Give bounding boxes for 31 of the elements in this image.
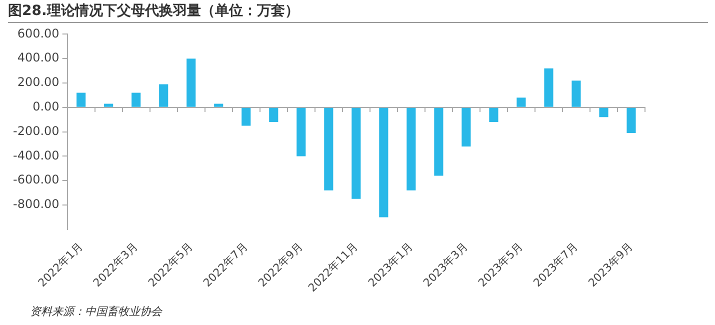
bar [516,98,526,107]
y-tick-label: 600.00 [17,26,60,40]
bar [379,108,388,218]
bar [489,108,498,122]
bar [324,108,334,190]
bar [296,108,306,156]
bar [599,108,608,118]
text: 资料来源：中国畜牧业协会 [30,304,162,319]
y-tick-label: -400.00 [12,148,60,162]
y-tick-label: -600.00 [12,172,60,187]
y-tick-label: -200.00 [12,124,60,138]
bar [462,108,471,146]
bar [352,108,361,199]
y-tick-label: -800.00 [12,197,60,212]
bar [269,108,278,122]
bar [572,80,581,107]
bar [104,104,114,107]
y-tick-label: 400.00 [17,50,60,65]
chart-title: 图28.理论情况下父母代换羽量（单位：万套） [8,2,708,23]
bar [159,84,168,107]
bar [186,58,196,107]
bar [214,104,224,107]
y-tick-label: 200.00 [17,75,60,90]
bar [406,108,416,190]
y-tick-label: 0.00 [32,100,60,114]
bar [626,108,636,134]
bar [76,92,86,107]
bar [434,108,444,176]
bar [132,92,141,107]
bar [242,108,251,126]
bar [544,68,554,107]
